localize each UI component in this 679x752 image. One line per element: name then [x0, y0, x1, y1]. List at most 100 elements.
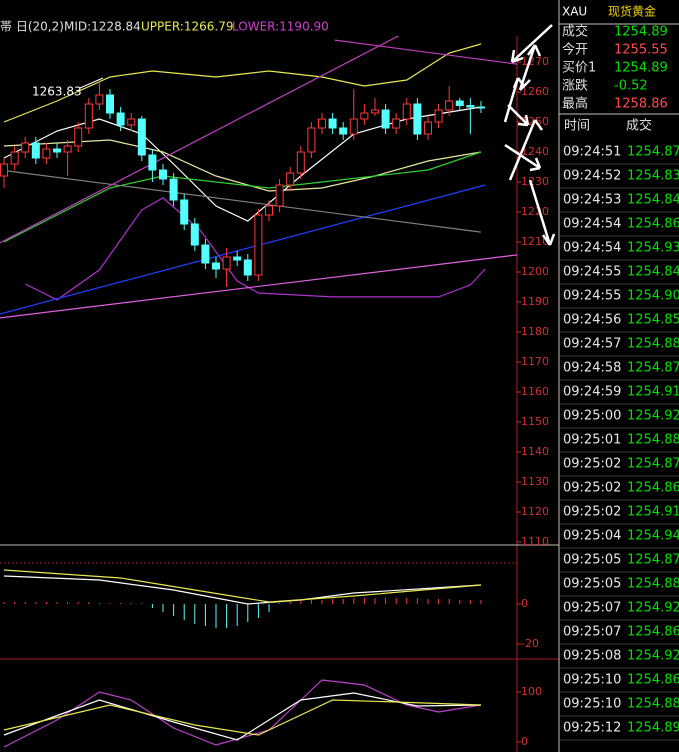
y-tick-label: 1180: [521, 325, 549, 338]
trade-time: 09:24:57: [563, 337, 621, 352]
indicator-line: [0, 254, 517, 319]
candle-body: [264, 205, 273, 216]
indicator-line: [0, 36, 400, 244]
y-tick-label: 1110: [521, 535, 549, 548]
candle-body: [349, 118, 358, 135]
plot-area: [3, 569, 482, 628]
trade-time: 09:25:10: [563, 697, 621, 712]
trade-time: 09:25:05: [563, 577, 621, 592]
trade-time: 09:25:07: [563, 601, 621, 616]
quote-label: 涨跌: [562, 78, 588, 94]
candle-body: [180, 199, 189, 225]
y-tick-label: 1240: [521, 145, 549, 158]
trade-time: 09:24:54: [563, 241, 621, 256]
trade-time: 09:24:54: [563, 217, 621, 232]
candle-body: [233, 256, 242, 261]
candle-body: [95, 94, 104, 105]
symbol-name: 现货黄金: [608, 4, 656, 19]
candle-body: [317, 118, 326, 129]
candle-body: [84, 103, 93, 129]
candle-body: [254, 214, 263, 276]
indicator-line: [3, 139, 482, 192]
trade-price: 1254.88: [627, 433, 679, 448]
trade-price: 1254.86: [627, 673, 679, 688]
candle-body: [106, 94, 115, 114]
trade-time: 09:24:51: [563, 145, 621, 160]
indicator-line: [3, 692, 482, 741]
trade-price: 1254.92: [627, 649, 679, 664]
y-tick-label: 0: [521, 597, 528, 610]
candle-body: [190, 223, 199, 246]
y-tick-label: 1170: [521, 355, 549, 368]
candle-body: [53, 148, 62, 153]
study-label: 帯 日(20,2): [0, 20, 64, 34]
quote-label: 成交: [562, 24, 588, 40]
trade-time: 09:25:02: [563, 481, 621, 496]
y-tick-label: 1150: [521, 415, 549, 428]
candle-body: [137, 118, 146, 156]
candle-body: [74, 127, 83, 147]
quote-value: 1255.55: [614, 43, 668, 58]
candle-body: [275, 184, 284, 207]
candle-body: [201, 244, 210, 264]
trade-time: 09:24:55: [563, 289, 621, 304]
lower-label: LOWER:1190.90: [232, 20, 329, 34]
annotation-line: [79, 77, 104, 89]
annotation-arrows: [503, 24, 556, 246]
quote-value: 1258.86: [614, 97, 668, 112]
trade-time: 09:24:55: [563, 265, 621, 280]
trade-price: 1254.89: [627, 721, 679, 736]
quote-value: 1254.89: [614, 61, 668, 76]
trade-price: 1254.83: [627, 169, 679, 184]
trade-time: 09:25:01: [563, 433, 621, 448]
y-tick-label: 1200: [521, 265, 549, 278]
candle-body: [42, 148, 51, 159]
candle-body: [392, 118, 401, 129]
trade-price: 1254.84: [627, 265, 679, 280]
plots: 1110 1120 1130 1140 1150 1160 1170 1180 1190 1200…: [0, 36, 549, 748]
y-tick-label: 1220: [521, 205, 549, 218]
trade-time: 09:24:59: [563, 385, 621, 400]
trade-price: 1254.91: [627, 385, 679, 400]
quote-label: 今开: [562, 42, 588, 58]
trade-time: 09:24:52: [563, 169, 621, 184]
trade-time: 09:25:12: [563, 721, 621, 736]
trade-price: 1254.88: [627, 577, 679, 592]
trade-time: 09:25:02: [563, 457, 621, 472]
trade-price: 1254.87: [627, 145, 679, 160]
trade-price: 1254.92: [627, 601, 679, 616]
symbol: XAU: [562, 5, 587, 19]
indicator-line: [3, 151, 482, 243]
candle-body: [360, 112, 369, 120]
candle-body: [148, 154, 157, 171]
candle-body: [476, 106, 485, 109]
y-tick-label: 1140: [521, 445, 549, 458]
candle-body: [243, 259, 252, 276]
y-tick-label: 1190: [521, 295, 549, 308]
candle-body: [63, 145, 72, 153]
indicator-line: [3, 699, 482, 736]
trade-time: 09:25:10: [563, 673, 621, 688]
quote-label: 买价1: [562, 61, 596, 76]
candle-body: [466, 105, 475, 108]
candle-body: [159, 169, 168, 180]
candle-body: [127, 118, 136, 126]
candle-body: [328, 118, 337, 129]
indicator-line: [334, 39, 517, 65]
trade-price: 1254.86: [627, 625, 679, 640]
column-header: 时间: [564, 119, 590, 134]
candle-body: [116, 112, 125, 126]
trade-time: 09:25:08: [563, 649, 621, 664]
candle-body: [381, 109, 390, 129]
upper-label: UPPER:1266.79: [141, 20, 233, 34]
y-tick-label: 1160: [521, 385, 549, 398]
quote-value: -0.52: [614, 79, 648, 94]
candle-body: [434, 109, 443, 123]
trade-price: 1254.92: [627, 409, 679, 424]
candle-body: [31, 142, 40, 159]
indicator-line: [3, 569, 482, 603]
y-tick-label: 1210: [521, 235, 549, 248]
candle-body: [307, 127, 316, 153]
y-tick-label: 100: [521, 685, 542, 698]
